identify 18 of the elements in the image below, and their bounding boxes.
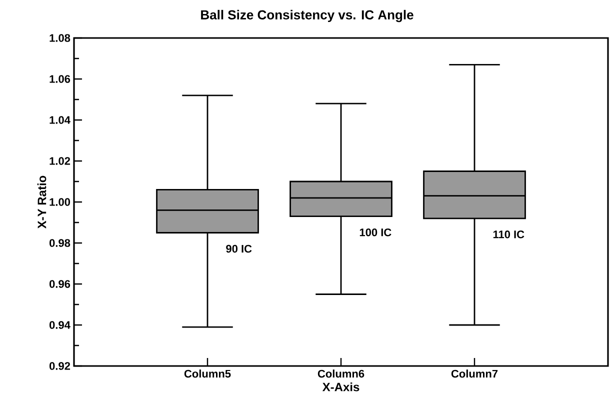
chart-title: Ball Size Consistency vs. IC Angle <box>201 10 414 22</box>
x-tick-label: Column5 <box>184 370 231 378</box>
y-tick-label: 0.94 <box>50 321 70 329</box>
y-tick-label: 0.96 <box>50 280 70 288</box>
y-tick-label: 1.06 <box>50 75 70 83</box>
y-tick-label: 1.02 <box>50 157 70 165</box>
y-tick-label: 1.04 <box>50 116 70 124</box>
x-tick-label: Column7 <box>451 370 498 378</box>
annotation: 110 IC <box>493 230 524 238</box>
x-axis-title: X-Axis <box>322 382 360 392</box>
annotation: 100 IC <box>360 228 392 236</box>
y-tick-label: 1.08 <box>50 34 70 42</box>
y-axis-title: X-Y Ratio <box>37 176 46 229</box>
y-tick-label: 0.98 <box>50 239 70 247</box>
y-tick-label: 0.92 <box>50 362 70 370</box>
x-tick-label: Column6 <box>318 370 364 378</box>
annotation: 90 IC <box>226 244 252 253</box>
y-tick-label: 1.00 <box>50 198 70 206</box>
